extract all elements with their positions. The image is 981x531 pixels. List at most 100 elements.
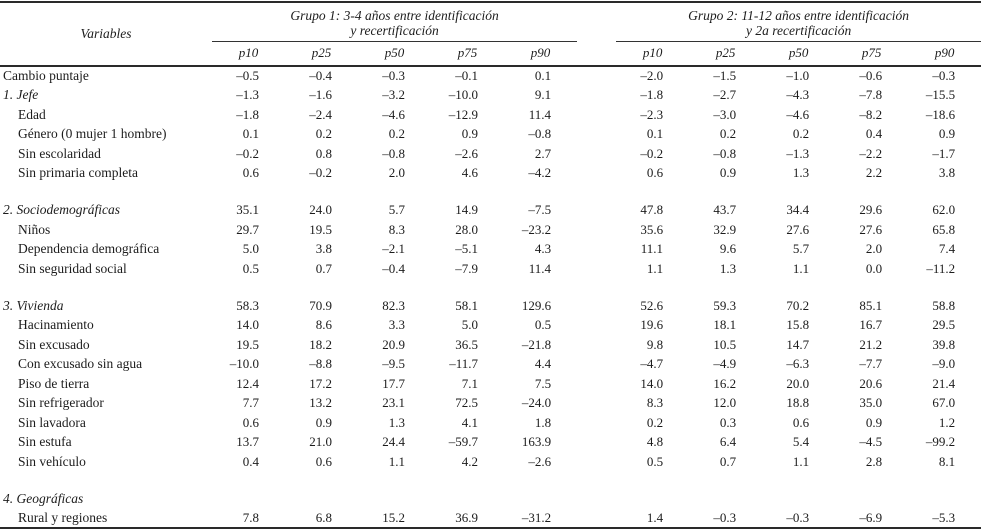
group2-p50-value: 34.4: [786, 202, 810, 218]
group2-p50-value: –4.6: [786, 106, 810, 122]
group2-p25-value: 1.3: [719, 260, 737, 276]
group2-p75-value: 0.4: [865, 126, 883, 142]
group1-p50-value: 20.9: [382, 336, 405, 352]
group1-p25-value: –0.4: [309, 68, 332, 84]
row-label: Dependencia demográfica: [18, 241, 160, 257]
group1-p25-value: –0.2: [309, 165, 332, 181]
variables-column-header: Variables: [0, 1, 212, 67]
group2-p50-value: 1.1: [792, 260, 810, 276]
group2-p75-value: 20.6: [859, 375, 883, 391]
column-spacer: [577, 259, 616, 279]
group2-header: Grupo 2: 11-12 años entre identificación…: [616, 1, 981, 42]
group2-p75-value: [835, 489, 908, 509]
group2-p10-value: –2.3: [640, 106, 664, 122]
group1-p90-value: 0.1: [534, 68, 552, 84]
group1-p50-value: –0.4: [382, 260, 405, 276]
group2-p75-value: –6.9: [835, 508, 909, 529]
group1-p10-value: 0.1: [242, 126, 259, 142]
group2-p10-value: [616, 489, 689, 509]
group2-p10-value: 52.6: [640, 297, 664, 313]
group2-p25-value: [689, 489, 762, 509]
group1-p25-value: [285, 489, 358, 509]
group1-title-line1: Grupo 1: 3-4 años entre identificación: [290, 8, 499, 23]
row-label: Sin refrigerador: [18, 395, 104, 411]
group2-col-p50: p50: [762, 41, 836, 67]
group2-p50-value: –1.0: [786, 68, 810, 84]
group1-p25-value: 0.6: [315, 453, 332, 469]
row-label: Sin seguridad social: [18, 260, 127, 276]
group1-p90-value: –7.5: [528, 202, 552, 218]
group1-p10-value: 58.3: [236, 297, 259, 313]
group1-p10-value: 0.4: [242, 453, 259, 469]
group2-p75-value: –7.8: [859, 87, 883, 103]
group2-p75-value: 2.2: [865, 165, 883, 181]
group1-p10-value: 13.7: [236, 434, 259, 450]
group1-p90-value: 0.5: [534, 317, 552, 333]
group2-p90-value: 29.5: [932, 317, 956, 333]
section-gap: [0, 183, 981, 201]
group1-p75-value: –7.9: [455, 260, 478, 276]
group1-p25-value: 0.8: [315, 145, 332, 161]
group1-p10-value: –0.2: [236, 145, 259, 161]
table-row: Con excusado sin agua –10.0 –8.8 –9.5 –11.7 4…: [0, 355, 981, 375]
group1-p75-value: –59.7: [448, 434, 478, 450]
group1-p25-value: 19.5: [309, 221, 332, 237]
group2-p75-value: 2.8: [865, 453, 883, 469]
group2-p50-value: 0.6: [792, 414, 810, 430]
group1-p10-value: 5.0: [242, 241, 259, 257]
group1-p10-value: 14.0: [236, 317, 259, 333]
group2-p10-value: 14.0: [640, 375, 664, 391]
group2-p10-value: 0.5: [646, 453, 664, 469]
group1-p75-value: –11.7: [449, 356, 478, 372]
group2-p90-value: –9.0: [932, 356, 956, 372]
group2-p75-value: 21.2: [859, 336, 883, 352]
table-row: Sin excusado 19.5 18.2 20.9 36.5 –21.8 9.8 10.5…: [0, 335, 981, 355]
group1-p25-value: 6.8: [285, 508, 358, 529]
group1-p10-value: 0.5: [242, 260, 259, 276]
row-label: Sin excusado: [18, 336, 90, 352]
table-row: Género (0 mujer 1 hombre) 0.1 0.2 0.2 0.9 –0.…: [0, 125, 981, 145]
group2-p50-value: 5.7: [792, 241, 810, 257]
table-header: Variables Grupo 1: 3-4 años entre identi…: [0, 1, 981, 67]
group1-p90-value: –23.2: [521, 221, 552, 237]
group2-p90-value: –11.2: [926, 260, 956, 276]
group1-p25-value: 0.7: [315, 260, 332, 276]
column-spacer: [577, 220, 616, 240]
group1-p90-value: –21.8: [521, 336, 552, 352]
group2-p50-value: –4.3: [786, 87, 810, 103]
group2-p10-value: –1.8: [640, 87, 664, 103]
column-spacer: [577, 296, 616, 316]
group2-p50-value: 70.2: [786, 297, 810, 313]
table-row: Edad –1.8 –2.4 –4.6 –12.9 11.4 –2.3 –3.0 –4.6 –8.…: [0, 105, 981, 125]
group2-p25-value: 18.1: [713, 317, 737, 333]
row-label: Género (0 mujer 1 hombre): [18, 126, 167, 142]
group2-title-line1: Grupo 2: 11-12 años entre identificación: [688, 8, 910, 23]
group1-p10-value: –1.3: [236, 87, 259, 103]
group1-p90-value: 11.4: [528, 106, 552, 122]
group1-p75-value: –2.6: [455, 145, 478, 161]
table-row: Sin vehículo 0.4 0.6 1.1 4.2 –2.6 0.5 0.7 1.1 2.8…: [0, 452, 981, 472]
group2-p90-value: 67.0: [932, 395, 956, 411]
group1-p90-value: 9.1: [534, 87, 552, 103]
group1-p75-value: 4.2: [461, 453, 478, 469]
group1-col-p50: p50: [358, 41, 431, 67]
group2-p25-value: 32.9: [713, 221, 737, 237]
group1-p75-value: 0.9: [461, 126, 478, 142]
group1-p50-value: 23.1: [382, 395, 405, 411]
column-spacer: [577, 240, 616, 260]
group2-p75-value: 35.0: [859, 395, 883, 411]
group2-p50-value: 18.8: [786, 395, 810, 411]
group1-title-line2: y recertificación: [350, 23, 439, 38]
group1-p75-value: 14.9: [455, 202, 478, 218]
group2-p50-value: –6.3: [786, 356, 810, 372]
table-row: Sin lavadora 0.6 0.9 1.3 4.1 1.8 0.2 0.3 0.6 0.9 1…: [0, 413, 981, 433]
group2-p50-value: –0.3: [762, 508, 836, 529]
group1-p10-value: 19.5: [236, 336, 259, 352]
row-label: Sin estufa: [18, 434, 72, 450]
group2-p75-value: 2.0: [865, 241, 883, 257]
table-row: Dependencia demográfica 5.0 3.8 –2.1 –5.1 4.3…: [0, 240, 981, 260]
group2-p25-value: –1.5: [713, 68, 737, 84]
group2-p10-value: –0.2: [640, 145, 664, 161]
group2-p25-value: 6.4: [719, 434, 737, 450]
group2-p50-value: [762, 489, 835, 509]
